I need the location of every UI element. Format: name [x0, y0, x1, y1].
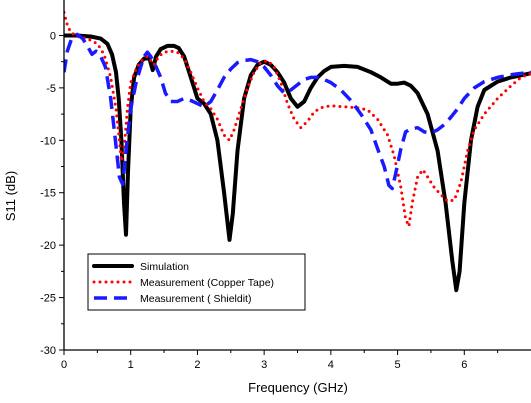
- legend-label-2: Measurement (Copper Tape): [140, 277, 274, 289]
- tick-labels: 0 1 2 3 4 5 6 0 -5 -10 -15 -20 -25 -30: [40, 30, 467, 371]
- axes: [59, 0, 531, 355]
- series-line-2: [64, 10, 531, 228]
- y-tick-label: -25: [40, 293, 56, 305]
- y-tick-label: -30: [40, 345, 56, 357]
- x-tick-label: 3: [261, 359, 267, 371]
- x-axis-title: Frequency (GHz): [248, 380, 348, 395]
- y-axis-title: S11 (dB): [3, 171, 18, 221]
- series-line-3: [64, 32, 531, 191]
- x-tick-label: 6: [461, 359, 467, 371]
- x-tick-label: 2: [194, 359, 200, 371]
- x-tick-label: 0: [61, 359, 67, 371]
- y-tick-label: -5: [46, 83, 56, 95]
- legend-label-3: Measurement ( Shieldit): [140, 293, 251, 305]
- y-tick-label: -20: [40, 240, 56, 252]
- x-tick-label: 5: [395, 359, 401, 371]
- series-line-1: [64, 33, 531, 293]
- y-tick-label: -15: [40, 188, 56, 200]
- y-tick-label: -10: [40, 135, 56, 147]
- legend: Simulation Measurement (Copper Tape) Measu…: [87, 253, 306, 311]
- y-tick-label: 0: [50, 30, 56, 42]
- x-tick-label: 1: [128, 359, 134, 371]
- x-tick-label: 4: [328, 359, 334, 371]
- legend-label-1: Simulation: [140, 261, 189, 273]
- series-lines: [64, 10, 531, 293]
